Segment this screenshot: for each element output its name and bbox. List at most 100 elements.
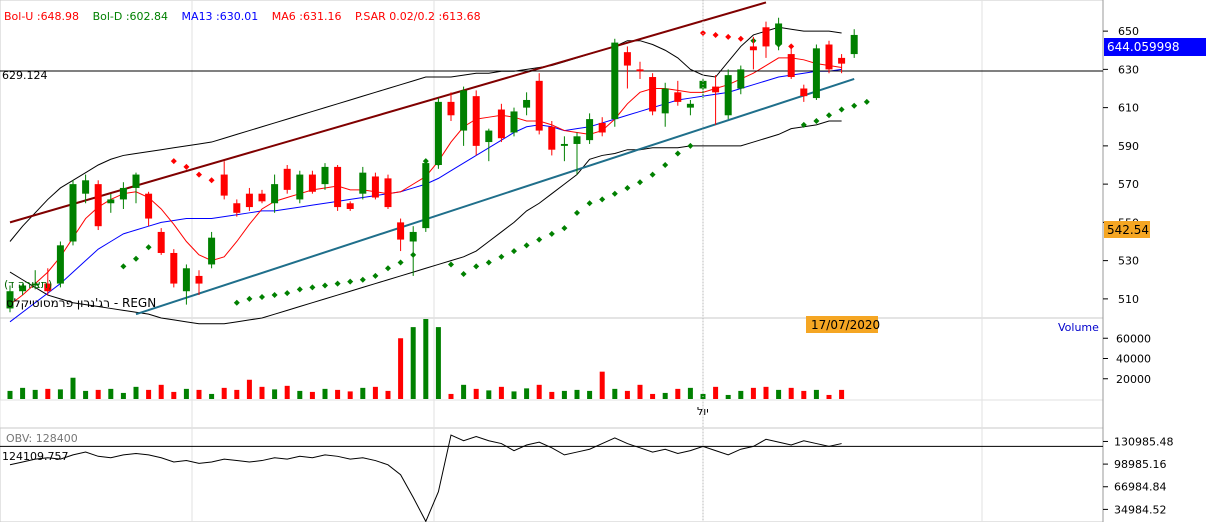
volume-bar — [662, 392, 668, 399]
volume-bar — [461, 384, 467, 399]
sar-point — [649, 171, 656, 178]
volume-bar — [385, 390, 391, 399]
candle-body — [586, 119, 594, 141]
sar-point — [309, 284, 316, 291]
sar-point — [347, 278, 354, 285]
sar-point — [322, 282, 328, 289]
volume-bar — [549, 391, 555, 399]
candle-body — [447, 101, 455, 116]
volume-bar — [788, 387, 794, 399]
candle-body — [800, 88, 808, 97]
sar-point — [662, 162, 669, 168]
last-price-box — [1104, 38, 1206, 56]
sar-point — [712, 31, 719, 38]
obv-tick-label: 66984.84 — [1114, 481, 1167, 494]
sar-point — [233, 299, 240, 306]
sar-point — [170, 158, 177, 165]
candle-body — [208, 237, 216, 265]
volume-bar — [120, 392, 126, 399]
candle-body — [838, 57, 846, 64]
candle-body — [145, 193, 153, 219]
volume-bar — [599, 371, 605, 399]
candle-body — [107, 199, 115, 204]
price-tick-label: 650 — [1118, 25, 1139, 38]
volume-title: Volume — [1058, 321, 1099, 334]
sar-point — [725, 33, 732, 40]
candle-body — [195, 275, 203, 284]
volume-bar — [713, 386, 719, 399]
candle-body — [233, 203, 241, 213]
volume-bar — [410, 327, 416, 399]
sar-point — [813, 118, 820, 125]
sar-point — [485, 259, 492, 266]
volume-bar — [309, 391, 315, 399]
volume-bar — [776, 389, 782, 399]
obv-panel[interactable] — [0, 427, 1104, 522]
volume-bar — [637, 384, 643, 399]
candle-body — [686, 103, 694, 108]
candle-body — [321, 166, 329, 185]
sar-point — [548, 230, 555, 237]
volume-bar — [133, 386, 139, 399]
sar-point — [863, 98, 870, 105]
sar-point — [536, 236, 543, 243]
volume-bar — [272, 389, 278, 399]
volume-bar — [209, 393, 215, 399]
volume-bar — [675, 388, 681, 399]
candle-body — [397, 222, 405, 240]
sar-point — [826, 112, 832, 119]
candle-body — [371, 176, 379, 198]
volume-bar — [750, 387, 756, 399]
sar-point — [473, 263, 480, 270]
candle-body — [44, 283, 52, 292]
candle-body — [787, 54, 795, 78]
candle-body — [82, 180, 90, 194]
psar-label: P.SAR 0.02/0.2 — [355, 10, 435, 23]
date-label: 17/07/2020 — [811, 318, 880, 332]
instrument-name: רג'נרון פרמסוטיקלס - REGN — [6, 296, 156, 310]
candle-body — [31, 283, 39, 286]
sar-point — [196, 171, 202, 178]
sar-point — [838, 106, 845, 113]
bol-d-label: Bol-D — [93, 10, 123, 23]
volume-bar — [574, 389, 580, 399]
candle-body — [69, 184, 77, 242]
volume-bar — [498, 386, 504, 399]
low-price-label: 542.54 — [1107, 223, 1149, 237]
candle-body — [6, 291, 14, 309]
candle-body — [724, 75, 732, 116]
candle-body — [762, 27, 770, 47]
sar-point — [674, 150, 681, 157]
volume-bar — [347, 391, 353, 399]
volume-bar — [561, 390, 567, 399]
sar-point — [259, 293, 265, 300]
sar-point — [586, 200, 593, 207]
obv-title: OBV: 128400 — [6, 432, 78, 445]
volume-bar — [587, 390, 593, 399]
volume-bar — [183, 388, 189, 399]
volume-bar — [524, 388, 530, 399]
volume-bar — [763, 386, 769, 399]
candle-body — [535, 80, 543, 131]
volume-bar — [146, 389, 152, 399]
sar-point — [448, 261, 454, 268]
candle-body — [661, 88, 669, 114]
volume-panel[interactable] — [0, 317, 1104, 401]
candle-body — [749, 46, 757, 51]
bollinger-lower-line — [9, 120, 842, 325]
date-box — [806, 316, 878, 333]
sar-point — [208, 177, 215, 184]
volume-bar — [95, 389, 101, 399]
last-price-label: 644.059998 — [1107, 40, 1180, 54]
sar-point — [574, 209, 580, 216]
candle-body — [409, 231, 417, 242]
candle-body — [434, 101, 442, 165]
obv-tick-label: 130985.48 — [1114, 435, 1174, 448]
volume-bar — [246, 379, 252, 399]
sar-point — [624, 184, 631, 191]
sar-point — [498, 253, 505, 260]
price-panel[interactable] — [0, 0, 1104, 319]
volume-bar — [20, 387, 26, 399]
bol-d-value: 602.84 — [130, 10, 169, 23]
